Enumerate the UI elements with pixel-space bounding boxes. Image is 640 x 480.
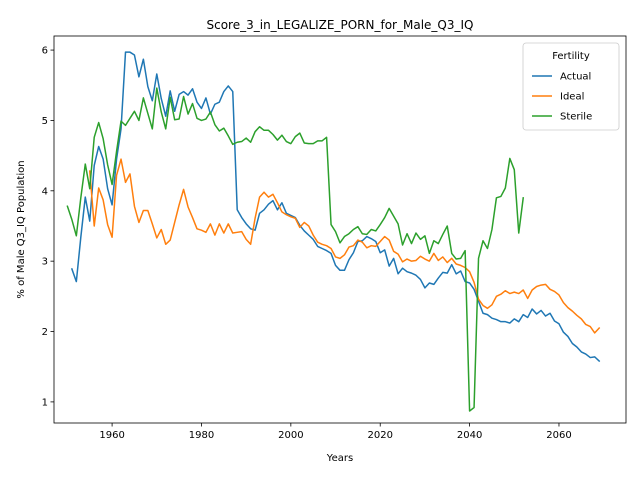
x-tick-label: 1980 bbox=[189, 430, 214, 441]
x-axis-label: Years bbox=[326, 453, 353, 464]
legend-label-sterile: Sterile bbox=[560, 112, 592, 123]
y-tick-label: 4 bbox=[42, 186, 48, 197]
plot-lines bbox=[66, 51, 601, 412]
x-tick-label: 2040 bbox=[457, 430, 482, 441]
series-line-ideal bbox=[88, 158, 601, 334]
y-tick-label: 5 bbox=[42, 116, 48, 127]
y-axis: 1 2 3 4 5 6 bbox=[42, 46, 54, 408]
x-tick-label: 2000 bbox=[278, 430, 303, 441]
y-tick-label: 2 bbox=[42, 327, 48, 338]
y-tick-label: 3 bbox=[42, 257, 48, 268]
series-line-actual bbox=[70, 51, 601, 363]
y-tick-label: 6 bbox=[42, 46, 48, 57]
y-axis-label: % of Male Q3_IQ Population bbox=[16, 160, 27, 298]
legend-items: Actual Ideal Sterile bbox=[532, 72, 592, 123]
x-tick-label: 2060 bbox=[546, 430, 571, 441]
legend: Fertility Actual Ideal Sterile bbox=[522, 42, 620, 131]
series-line-sterile bbox=[66, 87, 525, 412]
y-tick-label: 1 bbox=[42, 397, 48, 408]
legend-title: Fertility bbox=[552, 51, 590, 62]
x-axis: 1960 1980 2000 2020 2040 2060 bbox=[99, 423, 572, 441]
x-tick-label: 2020 bbox=[367, 430, 392, 441]
chart-title: Score_3_in_LEGALIZE_PORN_for_Male_Q3_IQ bbox=[207, 18, 474, 32]
x-tick-label: 1960 bbox=[99, 430, 124, 441]
legend-label-actual: Actual bbox=[560, 72, 591, 83]
legend-label-ideal: Ideal bbox=[560, 92, 584, 103]
legend-box bbox=[522, 42, 620, 131]
plot-frame bbox=[53, 35, 627, 424]
